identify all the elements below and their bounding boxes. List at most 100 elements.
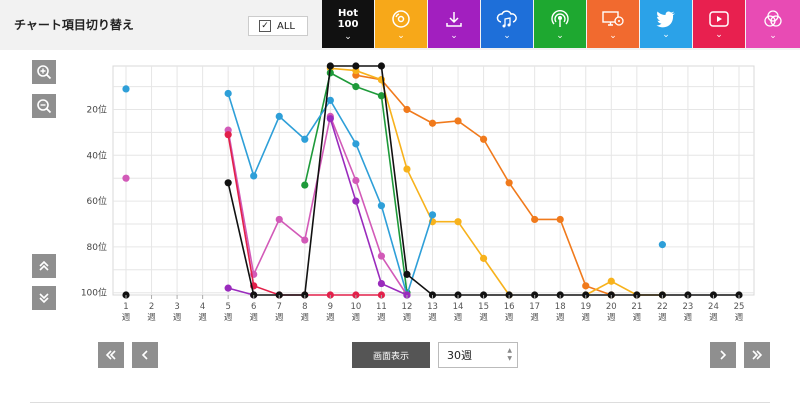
x-tick-unit: 週 — [454, 313, 463, 323]
all-checkbox[interactable]: ✓ ALL — [248, 16, 308, 36]
last-page-button[interactable] — [744, 342, 770, 368]
x-tick-unit: 週 — [147, 313, 156, 323]
y-tick-label: 60位 — [87, 195, 107, 207]
data-point — [301, 236, 309, 244]
plot-area — [112, 65, 755, 296]
x-tick-unit: 週 — [275, 313, 284, 323]
x-tick-unit: 週 — [607, 313, 616, 323]
data-point — [301, 135, 309, 143]
scroll-down-button[interactable] — [32, 286, 56, 310]
zoom-in-button[interactable] — [32, 60, 56, 84]
tab-twitter[interactable]: ⌄ — [640, 0, 692, 48]
scroll-up-button[interactable] — [32, 254, 56, 278]
data-point — [531, 291, 539, 299]
tab-video[interactable]: ⌄ — [693, 0, 745, 48]
chevron-left-icon — [141, 350, 148, 360]
tab-streaming[interactable]: ⌄ — [481, 0, 533, 48]
x-tick-unit: 週 — [249, 313, 258, 323]
x-tick-unit: 週 — [658, 313, 667, 323]
twitter-bird-icon — [656, 10, 675, 27]
data-point — [377, 62, 386, 70]
data-point — [403, 105, 411, 114]
x-tick-label: 14 — [453, 302, 464, 312]
data-point — [684, 291, 692, 299]
tab-karaoke[interactable]: ⌄ — [746, 0, 800, 48]
x-tick-label: 19 — [580, 302, 591, 312]
tab-sales[interactable]: ⌄ — [375, 0, 427, 48]
data-point — [122, 85, 130, 93]
data-point — [582, 282, 590, 290]
chevron-down-icon: ⌄ — [450, 30, 458, 41]
chevron-down-icon: ⌄ — [662, 29, 670, 40]
chevron-down-icon: ⌄ — [556, 30, 564, 41]
x-tick-label: 1 — [123, 302, 128, 312]
x-tick-label: 5 — [225, 302, 230, 312]
data-point — [352, 62, 360, 70]
radio-broadcast-icon — [551, 9, 569, 27]
cd-disc-icon — [392, 9, 410, 28]
data-point — [505, 179, 513, 187]
data-point — [658, 291, 666, 299]
data-point — [428, 291, 437, 299]
all-label: ALL — [277, 20, 295, 32]
tab-radio[interactable]: ⌄ — [534, 0, 586, 48]
y-tick-label: 80位 — [87, 241, 107, 253]
x-tick-label: 12 — [402, 302, 413, 312]
data-point — [275, 291, 283, 299]
data-point — [479, 135, 488, 143]
x-tick-label: 21 — [631, 302, 642, 312]
data-point — [352, 291, 360, 299]
zoom-out-button[interactable] — [32, 94, 56, 118]
y-axis: 20位 40位 60位 80位 100位 — [81, 104, 107, 299]
y-tick-label: 40位 — [87, 149, 107, 161]
checkmark-icon: ✓ — [259, 20, 271, 32]
tab-download[interactable]: ⌄ — [428, 0, 480, 48]
bottom-divider — [30, 402, 770, 403]
prev-page-button[interactable] — [132, 342, 158, 368]
first-page-button[interactable] — [98, 342, 124, 368]
chevron-right-icon — [720, 350, 727, 360]
x-tick-label: 3 — [174, 302, 179, 312]
chevron-down-icon: ⌄ — [503, 30, 511, 41]
data-point — [479, 254, 488, 262]
x-tick-unit: 週 — [403, 313, 412, 323]
x-tick-unit: 週 — [684, 313, 693, 323]
x-tick-label: 11 — [376, 302, 387, 312]
x-tick-unit: 週 — [352, 313, 361, 323]
double-chevron-up-icon — [39, 260, 49, 271]
chart-toggle-title: チャート項目切り替え — [14, 18, 134, 32]
x-tick-label: 25 — [734, 302, 745, 312]
data-point — [454, 291, 462, 299]
video-play-icon — [709, 10, 729, 27]
x-tick-unit: 週 — [530, 313, 539, 323]
data-point — [377, 291, 386, 299]
data-point — [224, 179, 232, 187]
triple-circle-icon — [764, 9, 782, 27]
series-0 — [352, 71, 615, 299]
tab-lookup[interactable]: ⌄ — [587, 0, 639, 48]
display-button[interactable]: 画面表示 — [352, 342, 430, 368]
data-point — [377, 92, 386, 100]
x-tick-unit: 週 — [709, 313, 718, 323]
x-tick-unit: 週 — [735, 313, 744, 323]
x-tick-unit: 週 — [581, 313, 590, 323]
tab-hot100[interactable]: Hot 100 ⌄ — [322, 0, 374, 48]
x-tick-label: 16 — [504, 302, 515, 312]
range-select[interactable]: 30週 ▲ ▼ — [438, 342, 518, 368]
x-tick-label: 17 — [529, 302, 540, 312]
x-tick-unit: 週 — [633, 313, 642, 323]
data-point — [352, 140, 360, 148]
series-2 — [301, 69, 411, 297]
x-tick-label: 13 — [427, 302, 438, 312]
x-tick-unit: 週 — [198, 313, 207, 323]
series-line — [330, 67, 510, 296]
data-point — [428, 211, 437, 219]
data-point — [224, 284, 232, 292]
next-page-button[interactable] — [710, 342, 736, 368]
x-tick-unit: 週 — [122, 313, 131, 323]
x-tick-unit: 週 — [224, 313, 233, 323]
x-tick-label: 7 — [277, 302, 282, 312]
data-point — [352, 83, 360, 91]
data-point — [403, 165, 411, 173]
data-point — [122, 174, 130, 182]
